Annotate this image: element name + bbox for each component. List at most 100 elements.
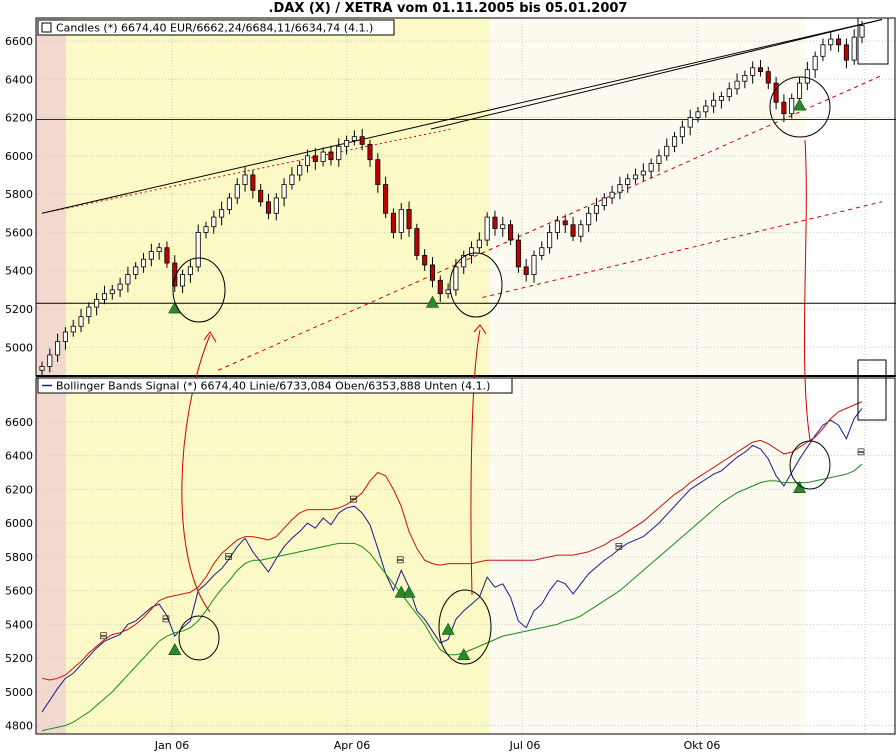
legend-box xyxy=(37,19,395,36)
candle xyxy=(101,293,108,300)
candle xyxy=(414,228,420,256)
annotation-circle xyxy=(178,615,220,661)
candle xyxy=(578,224,584,237)
candle xyxy=(812,55,818,71)
annotation-arrow xyxy=(181,334,211,613)
candle xyxy=(398,209,404,233)
candle xyxy=(328,151,334,161)
candle xyxy=(437,279,443,295)
candle xyxy=(422,254,428,266)
candle xyxy=(242,174,248,185)
bollinger-legend: Bollinger Bands Signal (*) 6674,40 Linie… xyxy=(37,377,513,394)
bollinger-lower xyxy=(41,463,863,732)
trend-line xyxy=(217,74,883,371)
candle xyxy=(453,266,459,291)
y-tick-label: 6000 xyxy=(5,517,33,530)
candle xyxy=(406,209,412,229)
legend-text: Bollinger Bands Signal (*) 6674,40 Linie… xyxy=(56,380,490,393)
candle xyxy=(164,247,170,264)
candle xyxy=(265,201,272,214)
candle xyxy=(336,145,342,161)
candle xyxy=(796,82,803,99)
marker-box xyxy=(162,619,170,623)
y-tick-label: 5200 xyxy=(5,303,33,316)
annotation-circle xyxy=(438,589,492,665)
trend-line xyxy=(430,19,883,130)
candle xyxy=(195,232,201,268)
bollinger-panel xyxy=(41,401,865,732)
candle xyxy=(570,224,576,237)
candle xyxy=(804,69,810,84)
candle xyxy=(547,232,553,249)
candle xyxy=(320,151,326,162)
signal-marker xyxy=(425,295,439,308)
annotation-circle xyxy=(769,76,831,138)
candle xyxy=(297,165,303,176)
candle xyxy=(203,226,209,233)
marker-box xyxy=(857,448,865,452)
candle xyxy=(94,299,100,308)
y-tick-label: 5800 xyxy=(5,188,33,201)
y-tick-label: 6400 xyxy=(5,73,33,86)
candle xyxy=(86,306,92,318)
candle xyxy=(55,341,61,356)
signal-marker xyxy=(402,585,416,598)
candle xyxy=(554,220,560,233)
bollinger-upper xyxy=(41,401,863,681)
candle xyxy=(632,174,639,180)
candle xyxy=(734,80,740,90)
candle xyxy=(703,105,709,113)
candle xyxy=(468,247,475,256)
candle xyxy=(648,163,654,172)
candle xyxy=(234,184,240,199)
legend-text: Candles (*) 6674,40 EUR/6662,24/6684,11/… xyxy=(56,22,373,35)
y-tick-label: 5400 xyxy=(5,265,33,278)
marker-box xyxy=(857,452,865,456)
candle xyxy=(226,197,232,210)
y-tick-label: 5200 xyxy=(5,652,33,665)
annotation-arrow xyxy=(803,139,811,441)
y-tick-label: 5000 xyxy=(5,686,33,699)
y-tick-label: 5400 xyxy=(5,618,33,631)
candle xyxy=(383,184,389,214)
axis-labels: 5000 5200 5400 5600 5800 6000 6200 6400 6600 4800… xyxy=(5,35,720,752)
candle xyxy=(531,254,537,275)
candle xyxy=(445,289,451,295)
candle xyxy=(781,101,787,115)
candle xyxy=(156,247,162,252)
candle xyxy=(125,274,131,285)
y-tick-label: 5000 xyxy=(5,341,33,354)
candle xyxy=(523,266,529,275)
candle xyxy=(836,38,842,46)
candle xyxy=(476,239,482,249)
annotation-circle xyxy=(172,257,226,323)
candle xyxy=(757,67,764,73)
candle xyxy=(515,239,521,268)
candle xyxy=(859,25,865,38)
candle xyxy=(484,216,490,241)
annotation-arrow xyxy=(470,329,481,596)
marker-box xyxy=(162,615,170,619)
candle xyxy=(492,216,498,229)
marker-box xyxy=(350,499,357,503)
candle xyxy=(367,143,373,161)
annotation-arrow-head xyxy=(473,324,487,335)
candle xyxy=(508,224,514,241)
candle xyxy=(250,174,256,191)
x-tick-label: Jul 06 xyxy=(509,739,541,752)
candle xyxy=(180,274,186,287)
candle xyxy=(843,44,849,61)
candle xyxy=(281,184,287,199)
candle xyxy=(429,264,436,281)
candle xyxy=(773,82,779,103)
candle xyxy=(390,212,396,233)
marker-box xyxy=(615,546,623,550)
candle xyxy=(586,212,592,226)
legends: Candles (*) 6674,40 EUR/6662,24/6684,11/… xyxy=(37,19,513,394)
candle xyxy=(148,251,154,260)
candle xyxy=(664,145,670,157)
x-tick-label: Jan 06 xyxy=(154,739,189,752)
marker-box xyxy=(225,556,232,560)
candle xyxy=(258,189,264,203)
candle xyxy=(687,117,693,128)
